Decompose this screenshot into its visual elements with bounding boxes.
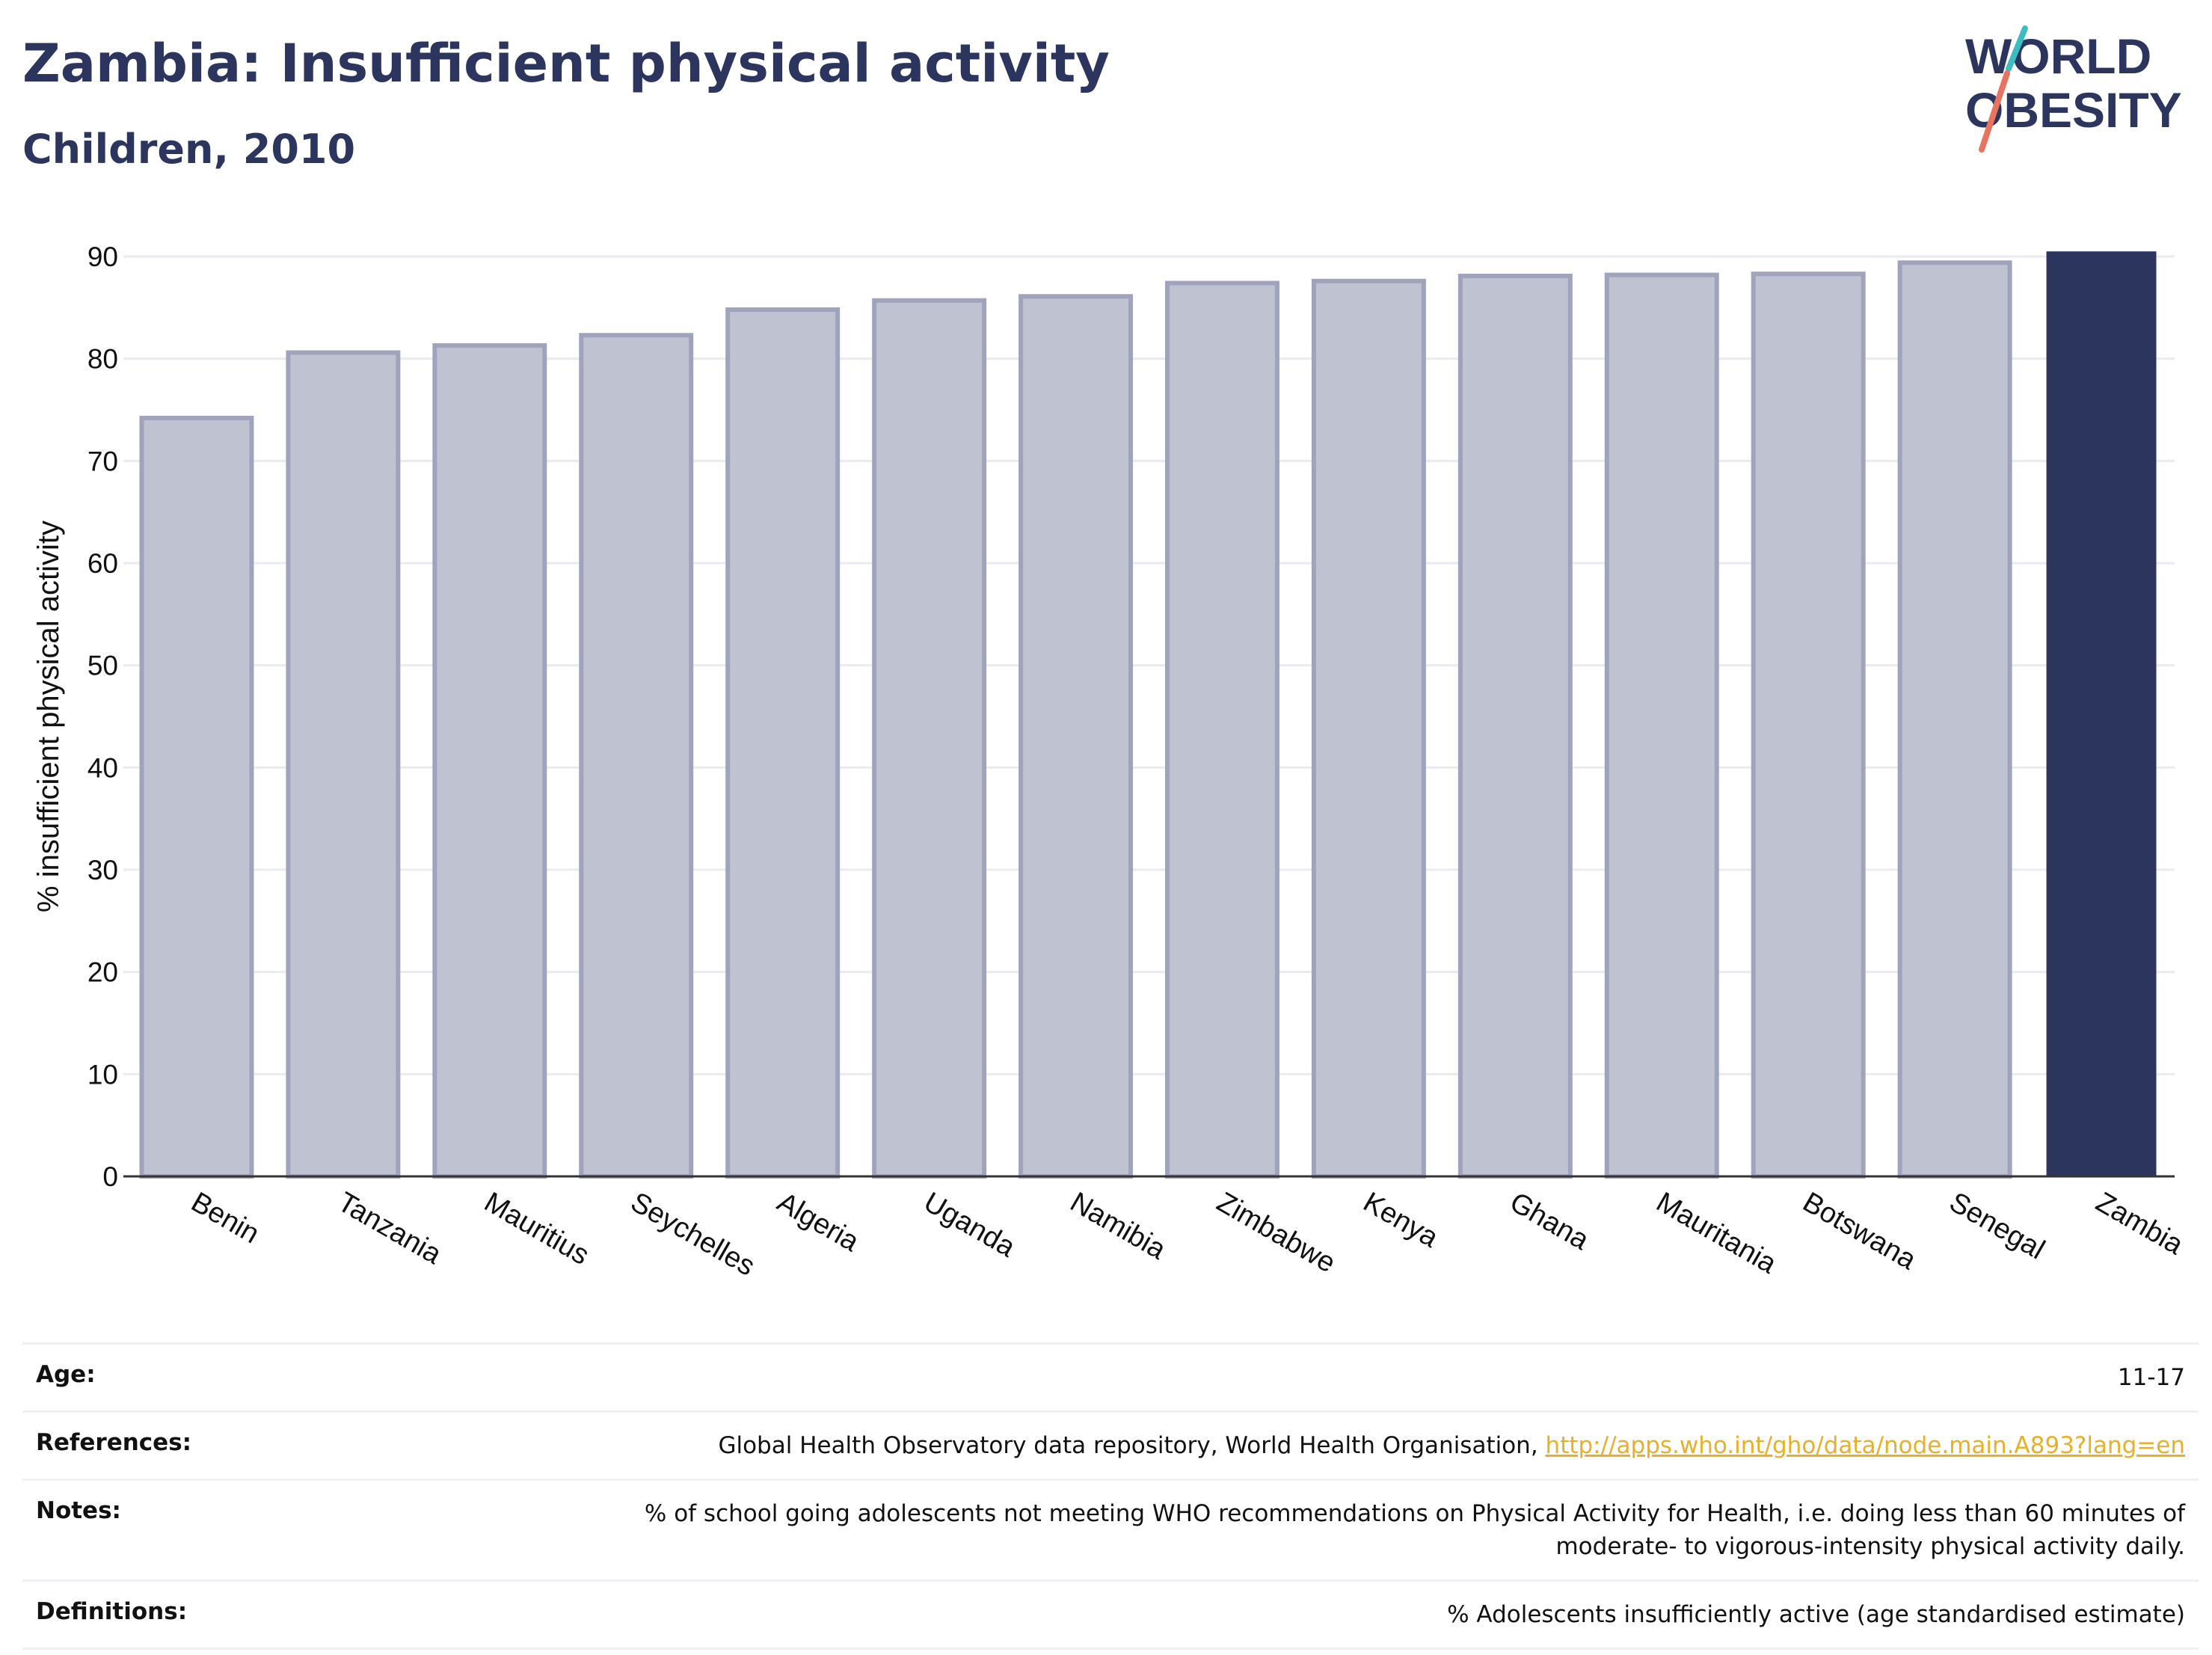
bar-mauritania: [1604, 272, 1719, 1179]
y-tick-label: 0: [102, 1161, 118, 1192]
y-axis-label: % insufficient physical activity: [32, 521, 65, 912]
logo-slash-coral: [1979, 70, 2010, 153]
x-tick-label: Senegal: [1944, 1186, 2050, 1265]
bar-senegal: [1897, 260, 2012, 1179]
x-tick-label: Namibia: [1065, 1186, 1171, 1265]
bar-uganda: [872, 298, 987, 1179]
bar-zambia: [2046, 251, 2157, 1177]
notes-line-2: moderate- to vigorous-intensity physical…: [1555, 1533, 2185, 1560]
page-subtitle: Children, 2010: [22, 126, 356, 173]
notes-label: Notes:: [22, 1479, 274, 1582]
y-tick-label: 50: [87, 651, 118, 681]
x-tick-label: Zambia: [2091, 1186, 2189, 1261]
meta-row-age: Age: 11-17: [22, 1342, 2199, 1413]
logo-slash-teal: [2006, 25, 2028, 72]
world-obesity-logo: WORLD OBESITY: [1965, 25, 2182, 153]
y-tick-label: 40: [87, 752, 118, 783]
notes-value: % of school going adolescents not meetin…: [274, 1479, 2199, 1582]
bar-kenya: [1311, 278, 1426, 1179]
bars: [139, 251, 2157, 1179]
bar-zimbabwe: [1164, 280, 1279, 1179]
meta-row-notes: Notes: % of school going adolescents not…: [22, 1479, 2199, 1582]
y-tick-label: 90: [87, 242, 118, 272]
x-tick-label: Benin: [185, 1186, 264, 1250]
references-link[interactable]: http://apps.who.int/gho/data/node.main.A…: [1545, 1432, 2185, 1459]
references-text: Global Health Observatory data repositor…: [718, 1432, 1546, 1459]
logo-text-world: WORLD: [1965, 28, 2151, 84]
x-tick-label: Ghana: [1505, 1186, 1595, 1256]
bar-mauritius: [432, 343, 547, 1179]
x-tick-label: Mauritania: [1651, 1186, 1782, 1280]
definitions-label: Definitions:: [22, 1579, 274, 1650]
x-tick-label: Kenya: [1358, 1186, 1444, 1254]
bar-chart: 0 10 20 30 40 50 60 70 80 90 Benin Tanzania Mauriti…: [32, 242, 2189, 1283]
references-value: Global Health Observatory data repositor…: [274, 1410, 2199, 1481]
references-label: References:: [22, 1410, 274, 1481]
bar-benin: [139, 415, 254, 1179]
definitions-value: % Adolescents insufficiently active (age…: [274, 1579, 2199, 1650]
bar-algeria: [725, 307, 841, 1179]
age-value: 11-17: [274, 1342, 2199, 1413]
x-tick-label: Uganda: [918, 1186, 1021, 1263]
grid-lines: [123, 255, 2175, 1178]
bar-tanzania: [286, 350, 401, 1179]
y-tick-label: 20: [87, 957, 118, 988]
y-tick-label: 70: [87, 446, 118, 476]
y-tick-label: 10: [87, 1059, 118, 1090]
metadata-table: Age: 11-17 References: Global Health Obs…: [22, 1342, 2199, 1650]
y-tick-labels: 0 10 20 30 40 50 60 70 80 90: [87, 242, 118, 1192]
age-label: Age:: [22, 1342, 274, 1413]
bar-botswana: [1751, 271, 1866, 1179]
page-title: Zambia: Insufficient physical activity: [22, 33, 1110, 94]
meta-row-definitions: Definitions: % Adolescents insufficientl…: [22, 1579, 2199, 1650]
x-tick-label: Tanzania: [332, 1186, 446, 1271]
x-tick-label: Botswana: [1798, 1186, 1922, 1276]
x-tick-label: Algeria: [772, 1186, 864, 1258]
y-tick-label: 80: [87, 344, 118, 375]
x-tick-labels: Benin Tanzania Mauritius Seychelles Algeria U…: [185, 1186, 2189, 1282]
notes-line-1: % of school going adolescents not meetin…: [644, 1500, 2185, 1527]
y-tick-label: 30: [87, 855, 118, 885]
x-tick-label: Zimbabwe: [1211, 1186, 1341, 1279]
y-tick-label: 60: [87, 548, 118, 579]
bar-namibia: [1019, 294, 1134, 1179]
bar-ghana: [1457, 273, 1573, 1179]
meta-row-references: References: Global Health Observatory da…: [22, 1410, 2199, 1481]
bar-seychelles: [579, 333, 694, 1179]
x-tick-label: Seychelles: [625, 1186, 760, 1282]
x-tick-label: Mauritius: [479, 1186, 595, 1271]
